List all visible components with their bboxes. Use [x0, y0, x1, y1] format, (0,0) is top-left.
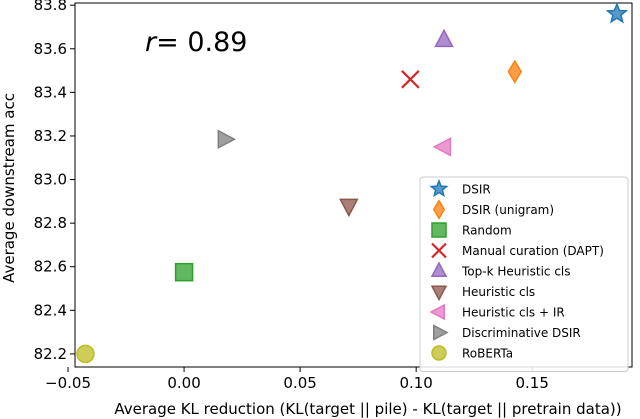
- legend-label: RoBERTa: [462, 347, 513, 361]
- y-tick-label: 82.2: [34, 345, 67, 363]
- data-point-manual-curation-dapt: [401, 70, 420, 89]
- data-point-roberta: [76, 344, 95, 364]
- axes: [74, 2, 633, 368]
- x-tick-label: 0.00: [167, 374, 200, 392]
- plot-frame: [74, 2, 633, 368]
- y-tick-label: 83.6: [34, 40, 67, 58]
- legend-marker: [431, 222, 447, 238]
- data-point-top-k-heuristic-cls: [434, 28, 454, 48]
- legend-label: Heuristic cls + IR: [462, 306, 565, 320]
- y-tick-label: 82.4: [34, 301, 67, 319]
- legend-item: RoBERTa: [431, 345, 513, 361]
- legend-item: Heuristic cls + IR: [429, 303, 565, 321]
- legend-item: Random: [431, 222, 512, 238]
- data-point-heuristic-cls-ir: [432, 137, 452, 157]
- legend-marker: [431, 242, 447, 259]
- legend-marker: [433, 324, 449, 341]
- data-point-random: [174, 262, 194, 282]
- y-tick-label: 82.8: [34, 214, 67, 232]
- legend-marker: [431, 345, 447, 361]
- legend-item: Manual curation (DAPT): [431, 242, 604, 259]
- x-tick-label: 0.15: [516, 374, 549, 392]
- ticks: −0.05 0.00 0.05 0.10 0.15 82.2 82.4 82.6 82.8 83.…: [34, 0, 549, 392]
- data-point-discriminative-dsir: [217, 129, 237, 149]
- correlation-annotation: r= 0.89: [145, 27, 247, 58]
- x-tick-label: 0.10: [399, 374, 432, 392]
- x-axis-label: Average KL reduction (KL(target || pile)…: [114, 400, 621, 418]
- y-tick-label: 83.4: [34, 83, 67, 101]
- legend-item: Heuristic cls: [430, 285, 535, 302]
- legend-box: [419, 176, 629, 372]
- y-tick-label: 82.6: [34, 258, 67, 276]
- legend-label: Discriminative DSIR: [462, 326, 581, 340]
- legend-marker: [429, 303, 445, 321]
- x-tick-label: −0.05: [45, 374, 91, 392]
- legend-label: DSIR (unigram): [462, 203, 554, 217]
- data-point-dsir: [605, 2, 629, 24]
- correlation-value: = 0.89: [156, 27, 247, 58]
- legend-marker: [430, 285, 448, 302]
- legend: DSIR DSIR (unigram) Random Manual curation …: [419, 176, 629, 372]
- y-tick-label: 83.8: [34, 0, 67, 14]
- legend-label: Random: [462, 224, 512, 238]
- legend-item: DSIR (unigram): [432, 199, 554, 220]
- legend-marker: [430, 261, 448, 277]
- y-tick-label: 83.2: [34, 127, 67, 145]
- x-stroke: [401, 70, 420, 89]
- legend-marker: [432, 199, 446, 220]
- x-stroke: [431, 242, 447, 259]
- correlation-symbol: r: [145, 27, 158, 58]
- legend-item: Top-k Heuristic cls: [430, 261, 571, 279]
- legend-label: Manual curation (DAPT): [462, 244, 604, 258]
- legend-item: DSIR: [429, 178, 491, 198]
- legend-item: Discriminative DSIR: [433, 324, 581, 341]
- x-tick-label: 0.05: [283, 374, 316, 392]
- data-points: [76, 2, 629, 364]
- y-axis-label: Average downstream acc: [0, 93, 18, 283]
- legend-label: DSIR: [462, 183, 491, 197]
- data-point-heuristic-cls: [339, 198, 359, 218]
- legend-label: Heuristic cls: [462, 285, 535, 299]
- legend-marker: [429, 178, 449, 198]
- data-point-dsir-unigram: [507, 59, 523, 84]
- y-tick-label: 83.0: [34, 171, 67, 189]
- legend-label: Top-k Heuristic cls: [461, 265, 571, 279]
